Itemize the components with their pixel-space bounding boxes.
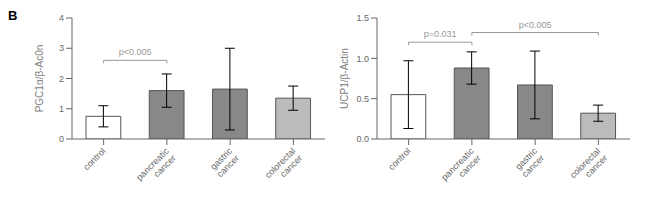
- svg-text:1.5: 1.5: [356, 13, 369, 23]
- svg-text:gastriccancer: gastriccancer: [513, 146, 547, 180]
- svg-text:1.0: 1.0: [356, 54, 369, 64]
- svg-text:PGC1α/β-Ac0n: PGC1α/β-Ac0n: [34, 45, 45, 113]
- html-text:B: B: [8, 8, 18, 23]
- svg-text:0.0: 0.0: [356, 134, 369, 144]
- svg-text:UCP1/β-Actin: UCP1/β-Actin: [339, 48, 350, 109]
- svg-text:0: 0: [59, 134, 64, 144]
- svg-text:0.5: 0.5: [356, 94, 369, 104]
- svg-text:gastriccancer: gastriccancer: [208, 146, 242, 180]
- svg-text:colorectalcancer: colorectalcancer: [568, 146, 609, 187]
- svg-text:p<0.005: p<0.005: [519, 20, 552, 30]
- svg-text:2: 2: [59, 74, 64, 84]
- svg-text:1: 1: [59, 104, 64, 114]
- svg-text:control: control: [386, 146, 412, 172]
- svg-text:p=0.031: p=0.031: [424, 29, 457, 39]
- svg-text:pancreaticcancer: pancreaticcancer: [134, 146, 178, 190]
- svg-text:4: 4: [59, 13, 64, 23]
- svg-text:3: 3: [59, 43, 64, 53]
- svg-text:pancreaticcancer: pancreaticcancer: [439, 146, 483, 190]
- svg-text:control: control: [81, 146, 107, 172]
- svg-text:p<0.005: p<0.005: [119, 47, 152, 57]
- svg-text:colorectalcancer: colorectalcancer: [263, 146, 304, 187]
